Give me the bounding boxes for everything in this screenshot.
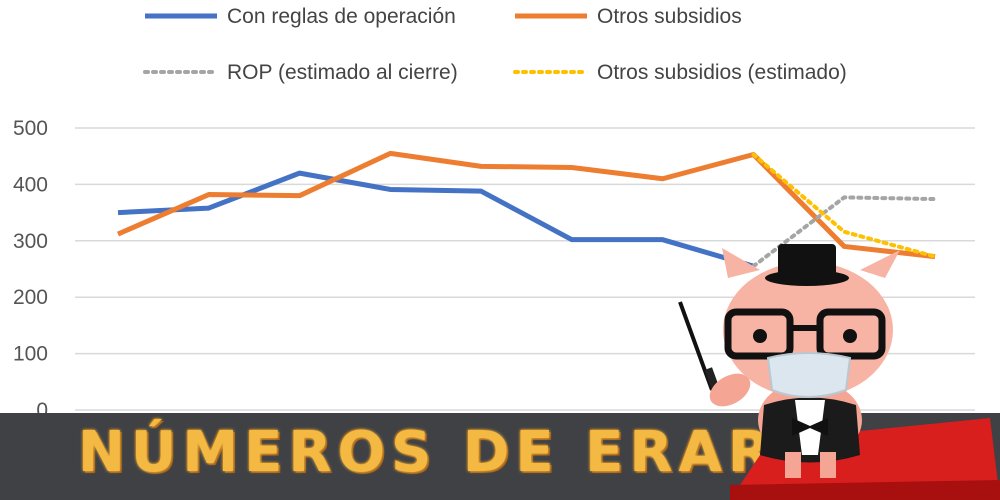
series-lines bbox=[117, 150, 937, 269]
pig-leg-right bbox=[820, 452, 836, 478]
legend-label: ROP (estimado al cierre) bbox=[227, 61, 458, 84]
pig-eye-right bbox=[843, 329, 857, 343]
brand-title: NÚMEROS DE ERARIO bbox=[78, 420, 858, 485]
legend-label: Otros subsidios bbox=[597, 5, 742, 28]
pig-ear-right bbox=[860, 250, 900, 278]
glasses-left-lens bbox=[724, 308, 794, 360]
top-hat-crown bbox=[778, 244, 836, 278]
pig-leg-left bbox=[785, 452, 801, 478]
series-line bbox=[117, 150, 936, 260]
y-tick-label: 100 bbox=[13, 343, 48, 366]
y-tick-label: 200 bbox=[13, 286, 48, 309]
legend: Con reglas de operación Otros subsidios RO… bbox=[143, 5, 847, 84]
glasses-right-lens bbox=[816, 308, 886, 360]
face-mask bbox=[766, 352, 852, 398]
legend-label: Otros subsidios (estimado) bbox=[597, 61, 847, 84]
series-line bbox=[117, 170, 755, 269]
y-tick-label: 0 bbox=[36, 399, 48, 422]
top-hat-brim bbox=[765, 270, 849, 286]
pig-ear-left bbox=[722, 248, 760, 278]
y-axis-ticks: 0 100 200 300 400 500 bbox=[13, 117, 48, 422]
bow-tie bbox=[792, 418, 828, 436]
legend-label: Con reglas de operación bbox=[227, 5, 456, 28]
pig-mascot-illustration bbox=[678, 244, 1000, 500]
y-tick-label: 500 bbox=[13, 117, 48, 140]
pig-arm bbox=[709, 373, 751, 407]
pig-eye-left bbox=[753, 329, 767, 343]
red-carpet-edge bbox=[730, 480, 1000, 500]
y-tick-label: 400 bbox=[13, 173, 48, 196]
y-tick-label: 300 bbox=[13, 230, 48, 253]
